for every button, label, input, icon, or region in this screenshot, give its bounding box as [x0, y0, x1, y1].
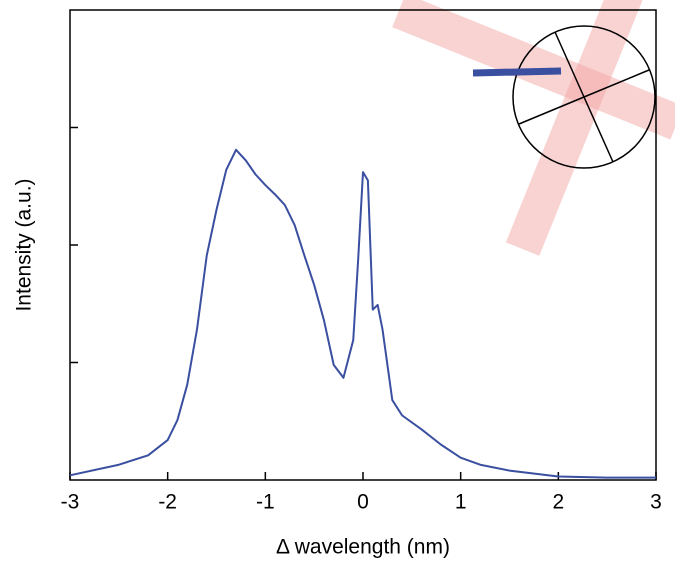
inset-bar	[472, 67, 562, 77]
inset-beam	[392, 0, 675, 140]
x-tick-label: 0	[357, 491, 369, 514]
x-tick-label: -3	[61, 491, 80, 514]
x-tick-label: -1	[256, 491, 275, 514]
inset-beam	[505, 0, 663, 256]
data-line	[69, 148, 656, 479]
inset	[392, 0, 675, 256]
x-tick-label: 1	[455, 491, 467, 514]
y-axis-label: Intensity (a.u.)	[13, 178, 36, 311]
x-axis-label: Δ wavelength (nm)	[276, 536, 450, 559]
x-tick-label: 2	[552, 491, 564, 514]
inset-spokes	[518, 31, 650, 163]
x-tick-label: -2	[158, 491, 177, 514]
x-tick-label: 3	[650, 491, 662, 514]
inset-circle	[512, 25, 656, 169]
